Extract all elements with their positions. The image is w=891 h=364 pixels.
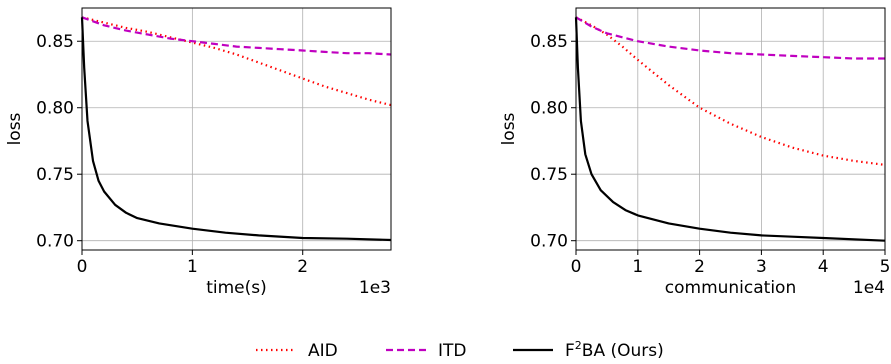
x-tick-label: 0 xyxy=(571,257,582,277)
series-line-itd xyxy=(81,16,392,56)
x-offset-label: 1e3 xyxy=(359,278,391,298)
series-line-f2ba xyxy=(574,17,886,242)
x-tick-label: 4 xyxy=(818,257,829,277)
series-line-f2ba xyxy=(80,17,392,242)
x-tick-label: 0 xyxy=(77,257,88,277)
y-tick-label: 0.80 xyxy=(36,99,74,119)
x-axis-label: communication xyxy=(665,278,796,298)
y-tick-label: 0.75 xyxy=(530,165,568,185)
y-tick-label: 0.85 xyxy=(36,32,74,52)
x-tick-label: 3 xyxy=(756,257,767,277)
axes-frame xyxy=(81,7,392,251)
y-tick-label: 0.75 xyxy=(36,165,74,185)
x-tick-label: 2 xyxy=(694,257,705,277)
y-tick-label: 0.80 xyxy=(530,99,568,119)
y-axis-label: loss xyxy=(5,112,25,145)
x-offset-label: 1e4 xyxy=(853,278,885,298)
series-line-aid xyxy=(575,16,886,166)
x-tick-label: 1 xyxy=(632,257,643,277)
legend-item-itd: ITD xyxy=(386,341,467,361)
y-axis-label: loss xyxy=(499,112,519,145)
legend-item-aid: AID xyxy=(256,341,338,361)
x-tick-label: 5 xyxy=(880,257,891,277)
legend-item-f2ba: F2BA (Ours) xyxy=(513,339,664,361)
y-tick-label: 0.70 xyxy=(36,232,74,252)
chart-panel-communication: 0 1 2 3 4 5 0.70 0.75 0.80 0.85 communication loss 1… xyxy=(499,7,891,298)
x-tick-label: 2 xyxy=(297,257,308,277)
y-tick-label: 0.85 xyxy=(530,32,568,52)
legend-label-aid: AID xyxy=(308,341,338,361)
axes-frame xyxy=(575,7,886,251)
legend-label-itd: ITD xyxy=(438,341,467,361)
x-tick-label: 1 xyxy=(187,257,198,277)
y-tick-label: 0.70 xyxy=(530,232,568,252)
chart-panel-time: 0 1 2 0.70 0.75 0.80 0.85 time(s) loss 1e3 xyxy=(5,7,392,298)
series-line-itd xyxy=(575,16,885,60)
legend-label-f2ba: F2BA (Ours) xyxy=(565,339,664,361)
legend: AID ITD F2BA (Ours) xyxy=(256,339,664,361)
x-axis-label: time(s) xyxy=(206,278,267,298)
